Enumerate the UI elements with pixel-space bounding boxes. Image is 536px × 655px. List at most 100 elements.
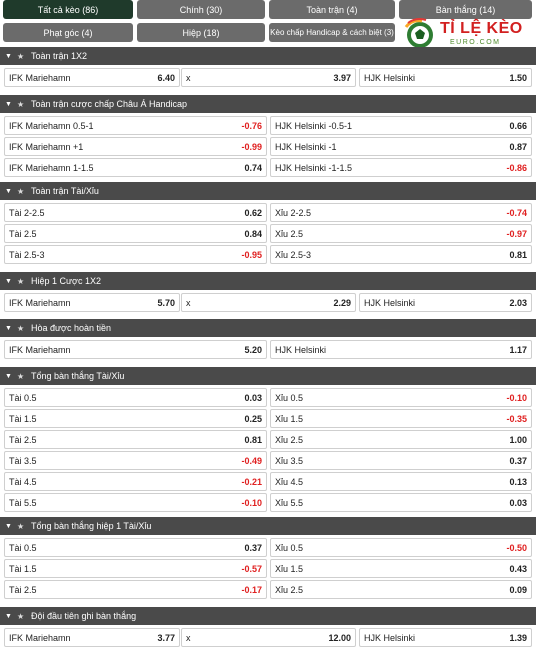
favorite-star-icon[interactable]: ★ — [17, 323, 25, 333]
odds-value: 0.37 — [509, 455, 527, 466]
tab-half[interactable]: Hiệp (18) — [137, 23, 265, 42]
odds-cell[interactable]: HJK Helsinki -0.5-1 0.66 — [270, 116, 532, 135]
tab-handicap[interactable]: Kèo chấp Handicap & cách biệt (3) — [269, 23, 395, 42]
odds-value: -0.99 — [241, 141, 262, 152]
odds-value: 1.39 — [509, 632, 527, 643]
odds-label: IFK Mariehamn 0.5-1 — [9, 120, 94, 131]
favorite-star-icon[interactable]: ★ — [17, 51, 25, 61]
odds-cell[interactable]: Xỉu 2.5 1.00 — [270, 430, 532, 449]
odds-cell[interactable]: IFK Mariehamn 5.70 — [4, 293, 180, 312]
odds-cell[interactable]: Xỉu 2.5 -0.97 — [270, 224, 532, 243]
odds-cell[interactable]: Tài 3.5 -0.49 — [4, 451, 267, 470]
odds-cell[interactable]: IFK Mariehamn 0.5-1 -0.76 — [4, 116, 267, 135]
favorite-star-icon[interactable]: ★ — [17, 521, 25, 531]
favorite-star-icon[interactable]: ★ — [17, 371, 25, 381]
odds-cell[interactable]: HJK Helsinki 1.17 — [270, 340, 532, 359]
section-header[interactable]: ▼ ★ Đội đầu tiên ghi bàn thắng — [0, 607, 536, 625]
odds-cell[interactable]: HJK Helsinki 1.39 — [359, 628, 532, 647]
odds-label: Tài 0.5 — [9, 392, 37, 403]
tab-all[interactable]: Tất cả kèo (86) — [3, 0, 133, 19]
section-header[interactable]: ▼ ★ Toàn trận cược chấp Châu Á Handicap — [0, 95, 536, 113]
collapse-caret-icon[interactable]: ▼ — [5, 187, 12, 195]
odds-row: IFK Mariehamn +1 -0.99 HJK Helsinki -1 0.87 — [0, 137, 536, 156]
odds-label: IFK Mariehamn — [9, 344, 71, 355]
odds-cell[interactable]: Tài 2.5 -0.17 — [4, 580, 267, 599]
favorite-star-icon[interactable]: ★ — [17, 99, 25, 109]
section-header[interactable]: ▼ ★ Hiệp 1 Cược 1X2 — [0, 272, 536, 290]
odds-value: 0.74 — [244, 162, 262, 173]
collapse-caret-icon[interactable]: ▼ — [5, 522, 12, 530]
section-title: Hòa được hoàn tiền — [31, 323, 111, 333]
odds-cell[interactable]: Xỉu 2-2.5 -0.74 — [270, 203, 532, 222]
collapse-caret-icon[interactable]: ▼ — [5, 372, 12, 380]
tab-goals[interactable]: Bàn thắng (14) — [399, 0, 532, 19]
collapse-caret-icon[interactable]: ▼ — [5, 52, 12, 60]
odds-cell[interactable]: Tài 2.5 0.81 — [4, 430, 267, 449]
site-logo[interactable]: TỈ LỆ KÈO EURO.COM — [402, 17, 524, 51]
section-header[interactable]: ▼ ★ Toàn trận 1X2 — [0, 47, 536, 65]
odds-cell[interactable]: HJK Helsinki -1-1.5 -0.86 — [270, 158, 532, 177]
odds-cell[interactable]: IFK Mariehamn 3.77 — [4, 628, 180, 647]
odds-cell[interactable]: Xỉu 1.5 0.43 — [270, 559, 532, 578]
odds-cell[interactable]: Xỉu 2.5-3 0.81 — [270, 245, 532, 264]
odds-value: 5.20 — [244, 344, 262, 355]
favorite-star-icon[interactable]: ★ — [17, 186, 25, 196]
odds-cell[interactable]: Xỉu 3.5 0.37 — [270, 451, 532, 470]
collapse-caret-icon[interactable]: ▼ — [5, 612, 12, 620]
tab-main[interactable]: Chính (30) — [137, 0, 265, 19]
odds-row: Tài 3.5 -0.49 Xỉu 3.5 0.37 — [0, 451, 536, 470]
odds-row: IFK Mariehamn 5.70 x 2.29 HJK Helsinki 2.03 — [0, 293, 536, 312]
odds-cell[interactable]: Xỉu 1.5 -0.35 — [270, 409, 532, 428]
section-title: Đội đầu tiên ghi bàn thắng — [31, 611, 137, 621]
odds-cell[interactable]: Tài 2-2.5 0.62 — [4, 203, 267, 222]
odds-value: 0.66 — [509, 120, 527, 131]
tab-full-match[interactable]: Toàn trận (4) — [269, 0, 395, 19]
odds-cell[interactable]: Xỉu 0.5 -0.10 — [270, 388, 532, 407]
section-header[interactable]: ▼ ★ Tổng bàn thắng Tài/Xỉu — [0, 367, 536, 385]
favorite-star-icon[interactable]: ★ — [17, 611, 25, 621]
odds-cell[interactable]: Xỉu 2.5 0.09 — [270, 580, 532, 599]
favorite-star-icon[interactable]: ★ — [17, 276, 25, 286]
section-header[interactable]: ▼ ★ Tổng bàn thắng hiệp 1 Tài/Xỉu — [0, 517, 536, 535]
odds-label: x — [186, 297, 191, 308]
collapse-caret-icon[interactable]: ▼ — [5, 100, 12, 108]
odds-cell[interactable]: HJK Helsinki 2.03 — [359, 293, 532, 312]
odds-cell[interactable]: HJK Helsinki -1 0.87 — [270, 137, 532, 156]
odds-cell[interactable]: Xỉu 0.5 -0.50 — [270, 538, 532, 557]
odds-cell[interactable]: IFK Mariehamn 1-1.5 0.74 — [4, 158, 267, 177]
odds-cell[interactable]: Xỉu 5.5 0.03 — [270, 493, 532, 512]
odds-cell[interactable]: Tài 0.5 0.37 — [4, 538, 267, 557]
odds-value: -0.10 — [506, 392, 527, 403]
odds-cell[interactable]: IFK Mariehamn 5.20 — [4, 340, 267, 359]
tab-corners[interactable]: Phạt góc (4) — [3, 23, 133, 42]
odds-cell[interactable]: x 3.97 — [181, 68, 356, 87]
bet-filter-tabs: Tất cả kèo (86) Chính (30) Toàn trận (4)… — [0, 0, 536, 44]
section-header[interactable]: ▼ ★ Hòa được hoàn tiền — [0, 319, 536, 337]
odds-label: Tài 2.5 — [9, 584, 37, 595]
odds-label: Tài 2.5 — [9, 228, 37, 239]
odds-cell[interactable]: IFK Mariehamn +1 -0.99 — [4, 137, 267, 156]
odds-cell[interactable]: Tài 1.5 0.25 — [4, 409, 267, 428]
collapse-caret-icon[interactable]: ▼ — [5, 324, 12, 332]
odds-value: 12.00 — [328, 632, 351, 643]
odds-value: -0.76 — [241, 120, 262, 131]
odds-cell[interactable]: Tài 0.5 0.03 — [4, 388, 267, 407]
odds-cell[interactable]: Tài 2.5-3 -0.95 — [4, 245, 267, 264]
odds-row: Tài 5.5 -0.10 Xỉu 5.5 0.03 — [0, 493, 536, 512]
odds-value: 0.43 — [509, 563, 527, 574]
odds-cell[interactable]: IFK Mariehamn 6.40 — [4, 68, 180, 87]
odds-value: 0.03 — [244, 392, 262, 403]
odds-cell[interactable]: Tài 2.5 0.84 — [4, 224, 267, 243]
odds-cell[interactable]: Tài 5.5 -0.10 — [4, 493, 267, 512]
odds-value: -0.95 — [241, 249, 262, 260]
odds-cell[interactable]: Xỉu 4.5 0.13 — [270, 472, 532, 491]
odds-label: HJK Helsinki — [364, 632, 416, 643]
odds-label: Tài 1.5 — [9, 563, 37, 574]
odds-cell[interactable]: HJK Helsinki 1.50 — [359, 68, 532, 87]
odds-cell[interactable]: Tài 1.5 -0.57 — [4, 559, 267, 578]
odds-cell[interactable]: Tài 4.5 -0.21 — [4, 472, 267, 491]
section-header[interactable]: ▼ ★ Toàn trận Tài/Xỉu — [0, 182, 536, 200]
odds-cell[interactable]: x 2.29 — [181, 293, 356, 312]
odds-cell[interactable]: x 12.00 — [181, 628, 356, 647]
collapse-caret-icon[interactable]: ▼ — [5, 277, 12, 285]
